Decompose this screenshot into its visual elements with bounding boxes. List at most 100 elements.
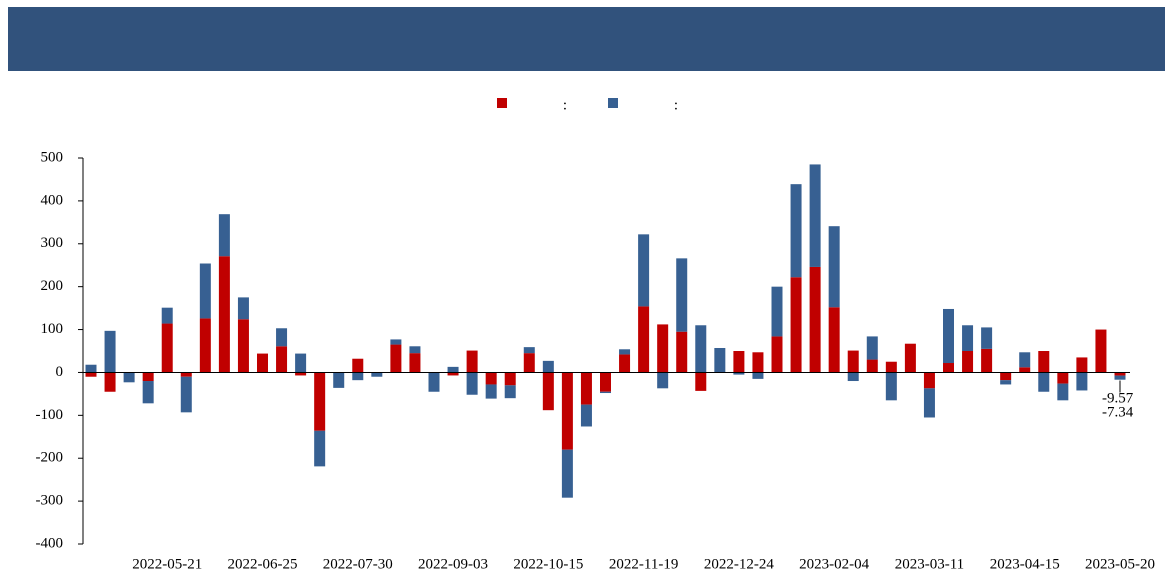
bar xyxy=(466,350,478,373)
legend-swatch xyxy=(608,98,618,108)
y-tick-label: 100 xyxy=(41,321,64,337)
bar xyxy=(866,336,878,360)
bar xyxy=(104,372,116,392)
bar xyxy=(161,307,173,324)
legend-label: : xyxy=(674,97,678,113)
bar xyxy=(733,351,745,373)
y-tick-label: -100 xyxy=(36,407,64,423)
x-tick-label: 2022-07-30 xyxy=(323,556,393,572)
bar xyxy=(923,388,935,418)
bar xyxy=(257,353,268,373)
bar xyxy=(828,226,840,308)
bar xyxy=(1019,352,1031,368)
legend-swatch xyxy=(497,98,507,108)
bar xyxy=(561,372,573,450)
bar xyxy=(333,372,345,388)
bar xyxy=(847,372,859,382)
bar xyxy=(390,339,402,345)
x-tick-label: 2023-02-04 xyxy=(799,556,869,572)
bar xyxy=(771,286,783,337)
bar xyxy=(866,359,878,373)
bar xyxy=(447,372,459,376)
x-tick-label: 2022-11-19 xyxy=(609,556,678,572)
bar xyxy=(485,384,497,399)
bar xyxy=(943,363,954,373)
bar xyxy=(161,323,173,373)
bar xyxy=(314,430,326,467)
data-label: -7.34 xyxy=(1102,404,1134,420)
bar xyxy=(1019,367,1031,373)
bar xyxy=(447,366,459,373)
legend-label: : xyxy=(563,97,567,113)
bar xyxy=(828,307,840,373)
bar xyxy=(1000,372,1012,381)
bar xyxy=(752,352,764,373)
bar xyxy=(409,353,421,373)
x-tick-label: 2023-04-15 xyxy=(990,556,1060,572)
y-tick-label: 0 xyxy=(56,364,64,380)
bar xyxy=(695,325,707,373)
bar xyxy=(104,330,116,373)
bar xyxy=(466,372,478,395)
bar xyxy=(923,372,935,389)
bar xyxy=(428,372,440,392)
bar xyxy=(1057,372,1069,384)
bar xyxy=(542,372,554,411)
bar xyxy=(714,347,726,373)
x-tick-label: 2023-05-20 xyxy=(1085,556,1155,572)
bar xyxy=(180,372,192,377)
y-tick-label: 400 xyxy=(41,192,64,208)
bar xyxy=(390,344,402,373)
bar xyxy=(352,372,364,381)
bar xyxy=(752,372,764,379)
bar xyxy=(847,350,859,373)
bar xyxy=(695,372,707,391)
bar xyxy=(657,372,669,389)
bar xyxy=(85,364,97,373)
bar xyxy=(1095,329,1107,373)
bar xyxy=(276,328,288,347)
bar xyxy=(409,346,421,354)
bar xyxy=(218,214,230,257)
bar xyxy=(1000,380,1012,385)
bar xyxy=(1038,351,1050,373)
x-tick-label: 2023-03-11 xyxy=(895,556,964,572)
y-tick-label: 200 xyxy=(41,278,64,294)
x-tick-label: 2022-05-21 xyxy=(132,556,202,572)
bar xyxy=(352,358,364,373)
bar xyxy=(885,361,897,373)
bar xyxy=(1057,383,1069,401)
bar xyxy=(85,372,97,377)
bar xyxy=(904,343,916,373)
bar xyxy=(1114,375,1126,380)
bar xyxy=(142,381,154,404)
bar xyxy=(676,331,688,373)
header-band xyxy=(8,7,1165,71)
bar xyxy=(504,385,516,399)
y-tick-label: -200 xyxy=(36,450,64,466)
data-label: -9.57 xyxy=(1102,390,1134,406)
bar xyxy=(580,404,592,427)
x-tick-label: 2022-06-25 xyxy=(228,556,298,572)
bar xyxy=(809,266,821,373)
x-tick-label: 2022-10-15 xyxy=(513,556,583,572)
bar xyxy=(561,449,573,498)
bar xyxy=(504,372,516,386)
bar xyxy=(619,349,631,355)
bar xyxy=(142,372,154,382)
bar xyxy=(790,277,802,373)
bar xyxy=(885,372,897,401)
bar xyxy=(295,353,307,373)
bar xyxy=(123,372,135,383)
bar xyxy=(676,258,688,332)
bar xyxy=(962,351,974,373)
bar xyxy=(1038,372,1050,392)
bar xyxy=(371,372,383,377)
y-tick-label: -300 xyxy=(36,493,64,509)
bar xyxy=(809,164,821,267)
bar xyxy=(962,325,974,351)
bar xyxy=(295,372,307,376)
x-tick-label: 2022-12-24 xyxy=(704,556,774,572)
bar xyxy=(638,306,650,373)
x-tick-label: 2022-09-03 xyxy=(418,556,488,572)
